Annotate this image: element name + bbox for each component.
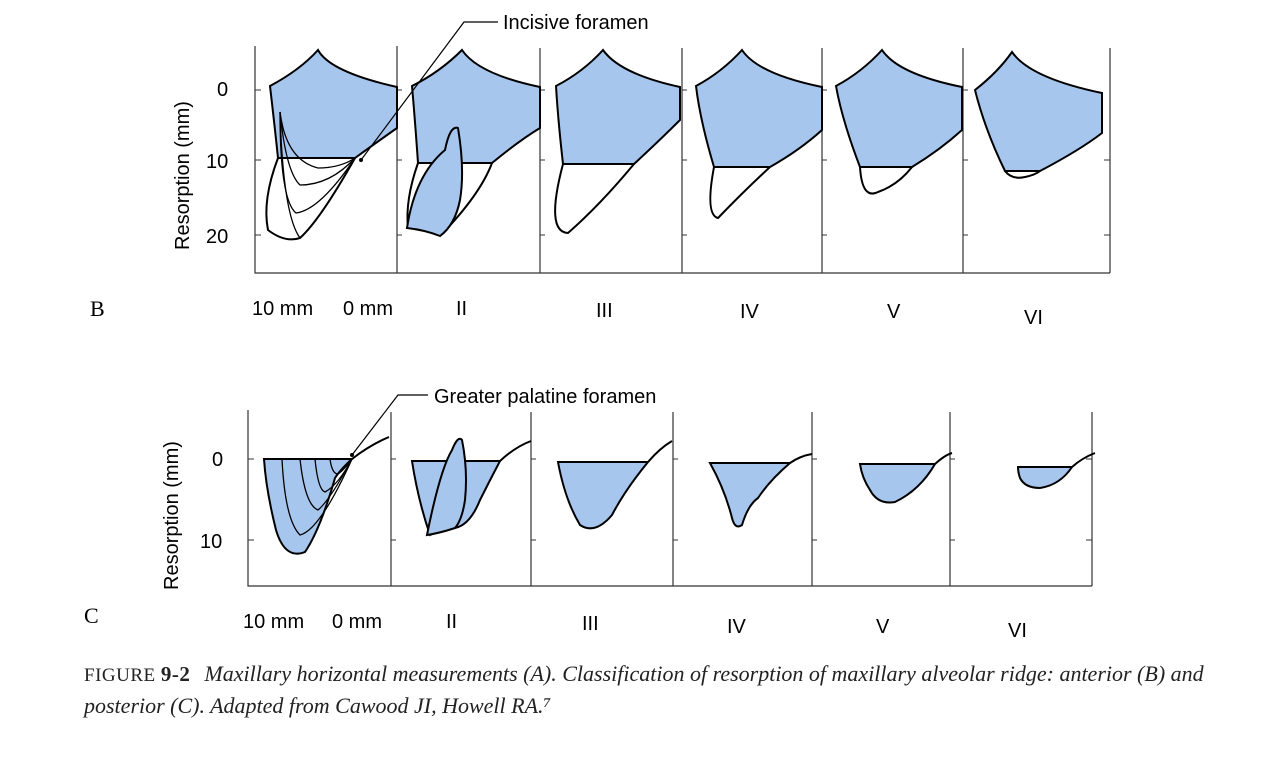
panel-b-letter: B <box>90 296 105 321</box>
panel-b-x-label-vi: VI <box>1024 307 1043 329</box>
panel-b-callout-label: Incisive foramen <box>503 12 649 34</box>
panel-b-class-5-shape <box>834 48 963 195</box>
figure-caption-text: Maxillary horizontal measurements (A). C… <box>84 661 1204 718</box>
panel-b <box>254 21 1111 274</box>
panel-c-callout-label: Greater palatine foramen <box>434 386 656 408</box>
figure-label: FIGURE 9-2 <box>84 662 191 686</box>
panel-c-class-3-shape <box>556 440 673 530</box>
greater-palatine-foramen-leader <box>351 394 428 456</box>
panel-b-x-label-0mm: 0 mm <box>343 298 393 320</box>
figure-label-prefix: FIGURE <box>84 665 161 686</box>
panel-b-x-label-iv: IV <box>740 301 760 323</box>
panel-c-class-6-shape <box>1016 452 1096 490</box>
panel-c-class-4-shape <box>708 453 813 528</box>
panel-c-x-label-ii: II <box>446 611 457 633</box>
panel-c-y-axis-label: Resorption (mm) <box>161 441 183 590</box>
panel-b-class-6-shape <box>973 50 1103 179</box>
panel-c-x-label-10mm: 10 mm <box>243 611 304 633</box>
panel-b-x-label-ii: II <box>456 298 467 320</box>
panel-b-y-tick-20: 20 <box>206 226 228 248</box>
panel-b-y-axis-label: Resorption (mm) <box>172 101 194 250</box>
panel-b-y-axis <box>254 46 1110 274</box>
panel-b-class-3-shape <box>554 48 681 235</box>
panel-c <box>247 394 1096 587</box>
panel-c-y-tick-0: 0 <box>212 449 223 471</box>
panel-c-class-2-shape <box>410 437 532 537</box>
panel-b-class-2-shape <box>405 48 541 238</box>
panel-b-x-label-10mm: 10 mm <box>252 298 313 320</box>
panel-b-class-4-shape <box>694 48 823 220</box>
panel-c-x-label-v: V <box>876 616 890 638</box>
panel-b-x-label-v: V <box>887 301 901 323</box>
panel-c-letter: C <box>84 603 99 628</box>
panel-c-class-1-shape <box>262 436 390 555</box>
panel-c-ticks <box>248 458 1092 541</box>
panel-c-x-label-iv: IV <box>727 616 747 638</box>
panel-b-class-1-shape <box>265 48 398 241</box>
figure-caption: FIGURE 9-2 Maxillary horizontal measureme… <box>84 659 1274 721</box>
panel-c-y-axis <box>247 410 1092 587</box>
panel-c-x-label-vi: VI <box>1008 620 1027 642</box>
panel-c-y-tick-10: 10 <box>200 531 222 553</box>
panel-b-x-label-iii: III <box>596 300 613 322</box>
panel-b-y-tick-10: 10 <box>206 151 228 173</box>
panel-c-x-label-0mm: 0 mm <box>332 611 382 633</box>
panel-c-class-5-shape <box>858 452 953 504</box>
panel-c-x-label-iii: III <box>582 613 599 635</box>
panel-b-y-tick-0: 0 <box>217 79 228 101</box>
incisive-foramen-leader <box>360 21 498 161</box>
figure-number: 9-2 <box>160 662 191 686</box>
